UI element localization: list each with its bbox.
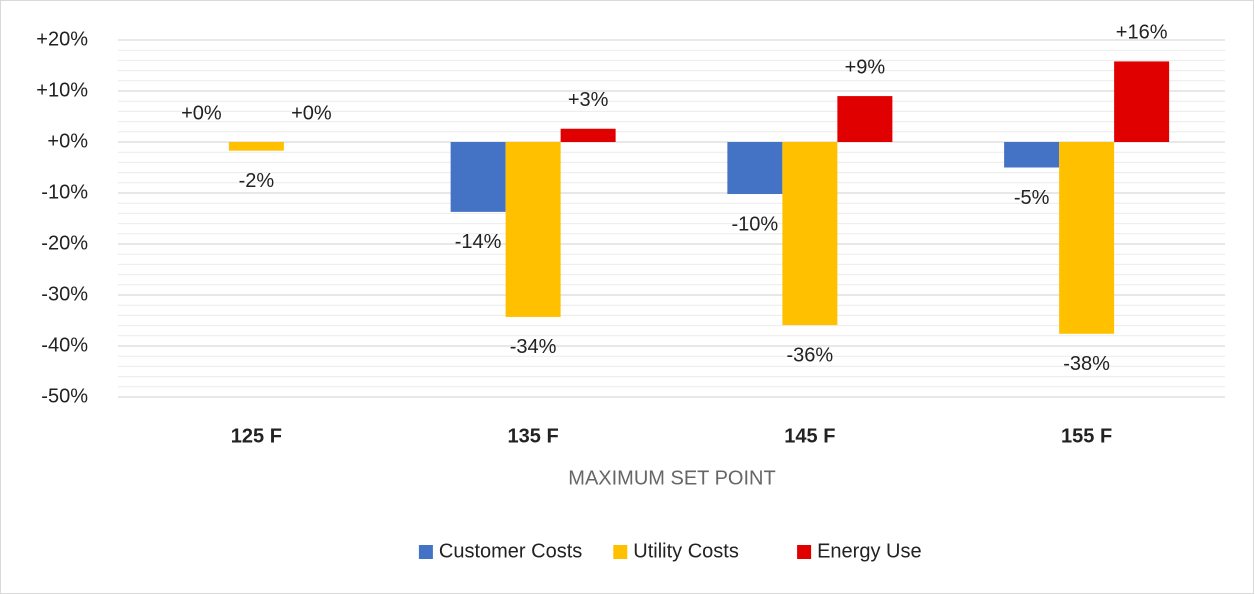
data-label: -10% <box>732 213 779 235</box>
data-label: -36% <box>787 344 834 366</box>
x-tick-label: 135 F <box>508 425 559 447</box>
bar <box>837 96 893 142</box>
y-tick-label: +10% <box>36 79 88 101</box>
data-label: +16% <box>1116 22 1168 44</box>
y-tick-label: -10% <box>41 181 88 203</box>
bar <box>1004 142 1060 168</box>
legend-swatch <box>418 545 433 559</box>
x-axis-title: MAXIMUM SET POINT <box>568 467 775 489</box>
y-tick-label: -30% <box>41 283 88 305</box>
data-label: +0% <box>291 102 332 124</box>
data-label: -38% <box>1063 353 1110 375</box>
data-label: +9% <box>845 56 886 78</box>
data-label: -14% <box>455 231 502 253</box>
bar <box>1059 142 1115 334</box>
y-tick-label: -20% <box>41 232 88 254</box>
legend-swatch <box>613 545 628 559</box>
y-tick-label: +20% <box>36 28 88 50</box>
bar <box>450 142 506 212</box>
bar <box>1114 61 1170 142</box>
x-tick-label: 125 F <box>231 425 282 447</box>
y-tick-label: -40% <box>41 334 88 356</box>
data-label: -5% <box>1014 187 1050 209</box>
bar <box>782 142 838 326</box>
data-label: +0% <box>181 102 222 124</box>
bar <box>505 142 561 317</box>
data-label: -34% <box>510 336 557 358</box>
legend-label: Energy Use <box>817 540 922 562</box>
x-tick-label: 155 F <box>1061 425 1112 447</box>
bar <box>727 142 783 195</box>
bar <box>560 128 616 142</box>
data-label: +3% <box>568 89 609 111</box>
legend-label: Utility Costs <box>633 540 739 562</box>
legend-label: Customer Costs <box>439 540 582 562</box>
data-label: -2% <box>239 170 275 192</box>
y-tick-label: -50% <box>41 385 88 407</box>
x-tick-label: 145 F <box>784 425 835 447</box>
legend-swatch <box>797 545 812 559</box>
bar <box>228 142 284 151</box>
y-tick-label: +0% <box>47 130 88 152</box>
